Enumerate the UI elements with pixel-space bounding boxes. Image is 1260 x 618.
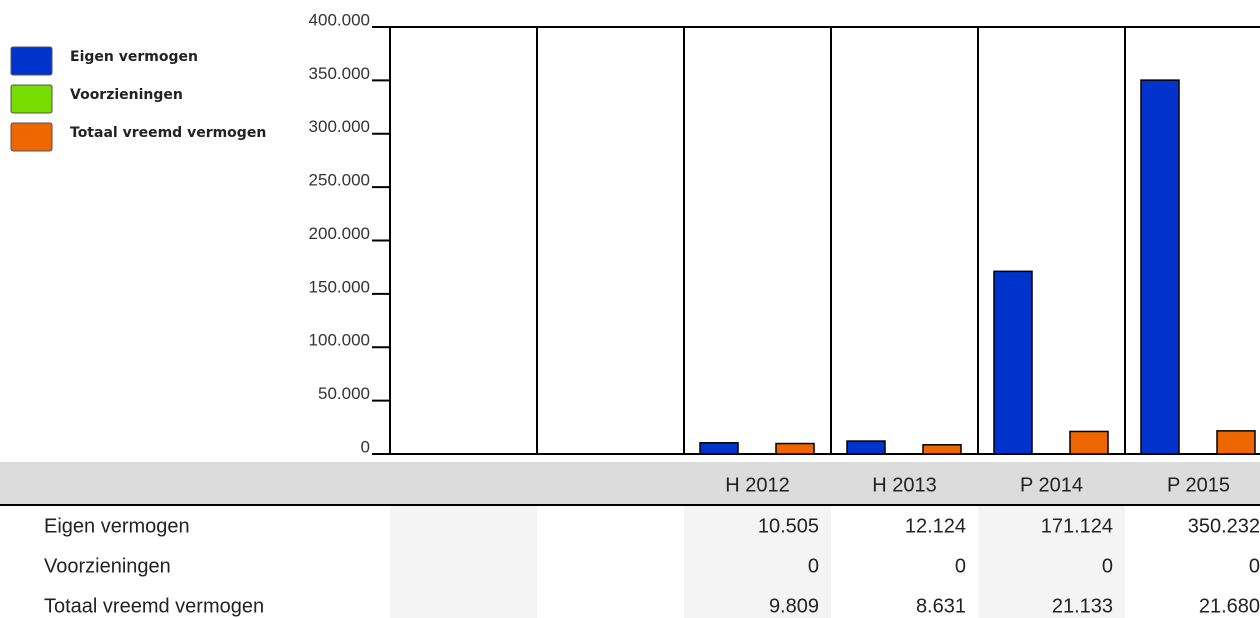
table-row-label: Voorzieningen (44, 555, 171, 577)
bar (993, 270, 1033, 455)
x-category-label: H 2013 (872, 474, 937, 496)
bar (846, 440, 886, 455)
bar (922, 444, 962, 455)
table-cell: 21.680 (1199, 595, 1260, 617)
table-cell: 12.124 (905, 515, 966, 537)
x-category-label: P 2015 (1167, 474, 1230, 496)
bar (775, 442, 815, 455)
table-cell: 0 (1249, 555, 1260, 577)
y-tick-label: 50.000 (318, 384, 370, 403)
legend-swatch (10, 84, 53, 114)
table-cell: 171.124 (1041, 515, 1113, 537)
table-cell: 8.631 (916, 595, 966, 617)
table-cell: 350.232 (1188, 515, 1260, 537)
x-category-label: H 2012 (725, 474, 790, 496)
table-column-shade (390, 505, 537, 618)
table-cell: 0 (955, 555, 966, 577)
y-tick-label: 400.000 (309, 10, 370, 29)
table-cell: 21.133 (1052, 595, 1113, 617)
y-tick-label: 200.000 (309, 224, 370, 243)
legend-swatch (10, 122, 53, 152)
legend-label: Eigen vermogen (70, 49, 198, 65)
table-header-band (0, 462, 1260, 505)
legend-swatch (10, 46, 53, 76)
legend-label: Voorzieningen (70, 87, 183, 103)
x-category-label: P 2014 (1020, 474, 1083, 496)
y-tick-label: 350.000 (309, 64, 370, 83)
table-cell: 10.505 (758, 515, 819, 537)
bar (699, 442, 739, 455)
y-tick-label: 0 (361, 437, 370, 456)
y-tick-label: 100.000 (309, 331, 370, 350)
table-column-shade (684, 505, 831, 618)
bar (1069, 430, 1109, 455)
table-cell: 0 (1102, 555, 1113, 577)
table-row-label: Totaal vreemd vermogen (44, 595, 264, 617)
table-row-label: Eigen vermogen (44, 515, 190, 537)
table-cell: 0 (808, 555, 819, 577)
table-cell: 9.809 (769, 595, 819, 617)
y-tick-label: 250.000 (309, 171, 370, 190)
bar (1216, 430, 1256, 455)
legend-label: Totaal vreemd vermogen (70, 125, 266, 141)
y-tick-label: 150.000 (309, 277, 370, 296)
y-tick-label: 300.000 (309, 117, 370, 136)
table-column-shade (978, 505, 1125, 618)
bar (1140, 79, 1180, 455)
